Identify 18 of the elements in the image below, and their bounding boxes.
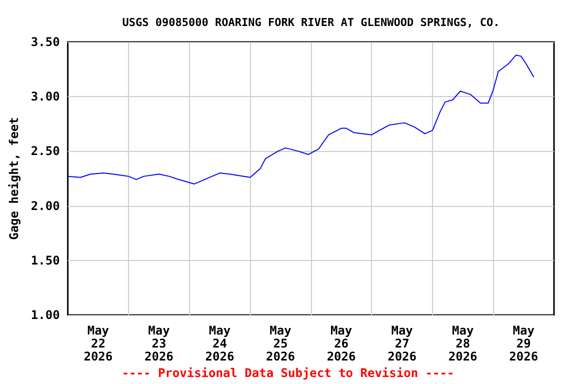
x-tick-label: May 28 2026 [448, 324, 478, 364]
x-tick-label: May 26 2026 [326, 324, 356, 364]
y-tick-label: 1.00 [30, 308, 60, 322]
x-tick-label: May 23 2026 [144, 324, 174, 364]
x-tick-label: May 25 2026 [266, 324, 295, 364]
x-tick-label: May 29 2026 [509, 324, 538, 364]
chart-title: USGS 09085000 ROARING FORK RIVER AT GLENWOOD SPRINGS, CO. [122, 16, 500, 29]
line-series [67, 54, 534, 184]
y-tick-label: 3.50 [30, 35, 60, 49]
y-tick-label: 2.50 [30, 144, 60, 158]
x-tick-label: May 24 2026 [205, 324, 234, 364]
x-tick-label: May 22 2026 [84, 324, 113, 364]
y-tick-label: 1.50 [30, 253, 60, 268]
y-tick-label: 2.00 [30, 198, 60, 213]
text: ---- Provisional Data Subject to Revision ---- [122, 366, 454, 380]
y-axis-title: Gage height, feet [7, 117, 21, 240]
x-tick-label: May 27 2026 [388, 324, 417, 364]
y-tick-label: 3.00 [30, 90, 60, 104]
